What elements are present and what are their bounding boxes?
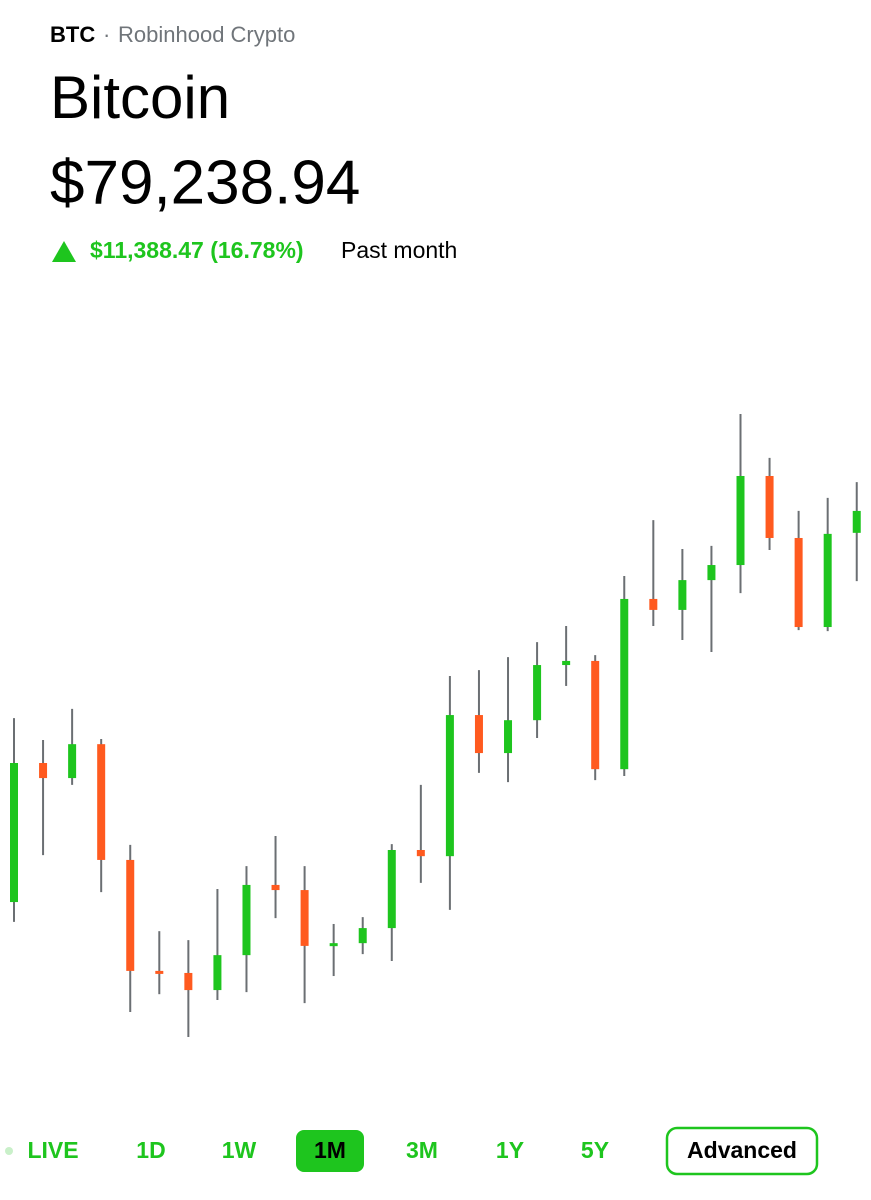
range-button[interactable]: 1M	[314, 1137, 346, 1163]
change: $11,388.47 (16.78%)	[90, 237, 304, 263]
candle-body	[852, 510, 861, 533]
candle-body	[184, 972, 193, 991]
candle-body	[649, 598, 658, 610]
candle-body	[678, 580, 687, 610]
range-button[interactable]: 1W	[222, 1137, 257, 1163]
ticker: BTC	[50, 22, 95, 47]
candle-body	[329, 943, 338, 947]
candle-body	[794, 537, 803, 628]
candle-body	[765, 475, 774, 538]
candle-body	[97, 744, 106, 860]
candle-body	[39, 763, 48, 779]
candle-body	[126, 859, 135, 971]
range-button[interactable]: 1Y	[496, 1137, 524, 1163]
candle-body	[620, 598, 629, 770]
period: Past month	[341, 237, 457, 263]
candle-body	[591, 660, 600, 770]
candle-body	[533, 665, 542, 721]
candle-body	[300, 890, 309, 946]
range-button[interactable]: 5Y	[581, 1137, 609, 1163]
candle-body	[562, 660, 571, 666]
range-button[interactable]: 1D	[136, 1137, 165, 1163]
range-button[interactable]: 3M	[406, 1137, 438, 1163]
up-arrow	[52, 241, 76, 262]
candle-body	[504, 720, 513, 754]
source: Robinhood Crypto	[118, 22, 295, 47]
candle-body	[445, 715, 454, 857]
candle-body	[736, 475, 745, 566]
range-selector: LIVE 1D 1W 1M 3M 1Y 5Y	[27, 1130, 609, 1172]
advanced-button[interactable]	[665, 1126, 819, 1176]
candle-body	[358, 928, 367, 944]
live-dot	[5, 1147, 13, 1155]
separator: ·	[103, 22, 110, 47]
candle-body	[707, 565, 716, 581]
candle-body	[242, 884, 251, 956]
range-button[interactable]: LIVE	[27, 1137, 78, 1163]
candle-body	[10, 763, 18, 903]
candle-body	[823, 533, 832, 628]
candle-body	[387, 849, 396, 929]
candle-body	[68, 744, 77, 779]
candle-body	[155, 970, 164, 974]
candle-body	[416, 849, 425, 857]
candlestick-chart	[10, 414, 861, 1037]
candle-body	[474, 715, 483, 754]
price: $79,238.94	[50, 148, 360, 217]
candle-body	[271, 884, 280, 891]
candle-body	[213, 955, 222, 991]
advanced-label[interactable]: Advanced	[687, 1137, 797, 1163]
selected-range-bg[interactable]	[296, 1130, 364, 1172]
asset-name: Bitcoin	[50, 64, 230, 131]
